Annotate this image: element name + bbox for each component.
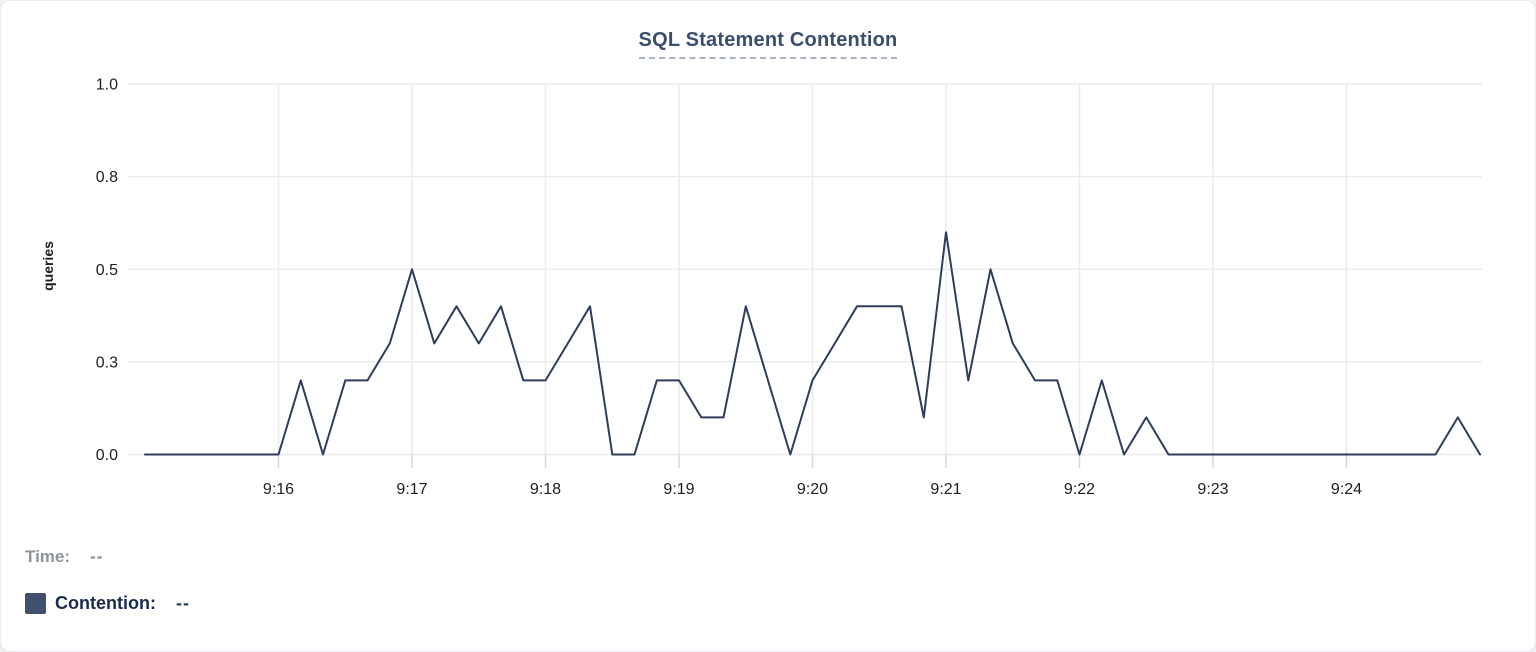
contention-value: -- bbox=[175, 592, 190, 613]
y-tick-label: 0.5 bbox=[96, 262, 118, 279]
y-tick-label: 0.3 bbox=[96, 354, 118, 371]
x-tick-label: 9:16 bbox=[263, 481, 294, 498]
y-tick-label: 1.0 bbox=[96, 77, 118, 94]
x-tick-label: 9:18 bbox=[530, 481, 561, 498]
x-tick-label: 9:21 bbox=[930, 481, 961, 498]
time-value: -- bbox=[90, 547, 104, 566]
legend-contention-swatch bbox=[25, 592, 46, 614]
x-tick-label: 9:24 bbox=[1331, 481, 1362, 498]
x-tick-label: 9:20 bbox=[797, 481, 828, 498]
x-tick-label: 9:19 bbox=[663, 481, 694, 498]
y-tick-label: 0.8 bbox=[96, 169, 118, 186]
chart-legend: Time: -- Contention: -- bbox=[25, 545, 190, 615]
x-tick-label: 9:22 bbox=[1064, 481, 1095, 498]
x-tick-label: 9:23 bbox=[1197, 481, 1228, 498]
legend-contention-row: Contention: -- bbox=[25, 591, 190, 615]
chart-title[interactable]: SQL Statement Contention bbox=[638, 29, 898, 59]
y-tick-label: 0.0 bbox=[96, 447, 118, 464]
x-tick-label: 9:17 bbox=[396, 481, 427, 498]
legend-time-row: Time: -- bbox=[25, 545, 190, 569]
time-label: Time: bbox=[25, 547, 71, 566]
contention-label: Contention: bbox=[55, 592, 156, 613]
chart-header: SQL Statement Contention bbox=[1, 29, 1535, 59]
contention-line bbox=[144, 231, 1481, 456]
